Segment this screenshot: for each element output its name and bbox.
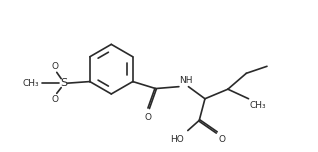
Text: O: O bbox=[219, 135, 226, 144]
Text: CH₃: CH₃ bbox=[250, 101, 266, 110]
Text: HO: HO bbox=[170, 135, 184, 144]
Text: O: O bbox=[145, 113, 152, 122]
Text: S: S bbox=[60, 78, 67, 88]
Text: CH₃: CH₃ bbox=[23, 79, 39, 88]
Text: O: O bbox=[51, 62, 58, 71]
Text: NH: NH bbox=[180, 76, 193, 85]
Text: O: O bbox=[51, 95, 58, 104]
